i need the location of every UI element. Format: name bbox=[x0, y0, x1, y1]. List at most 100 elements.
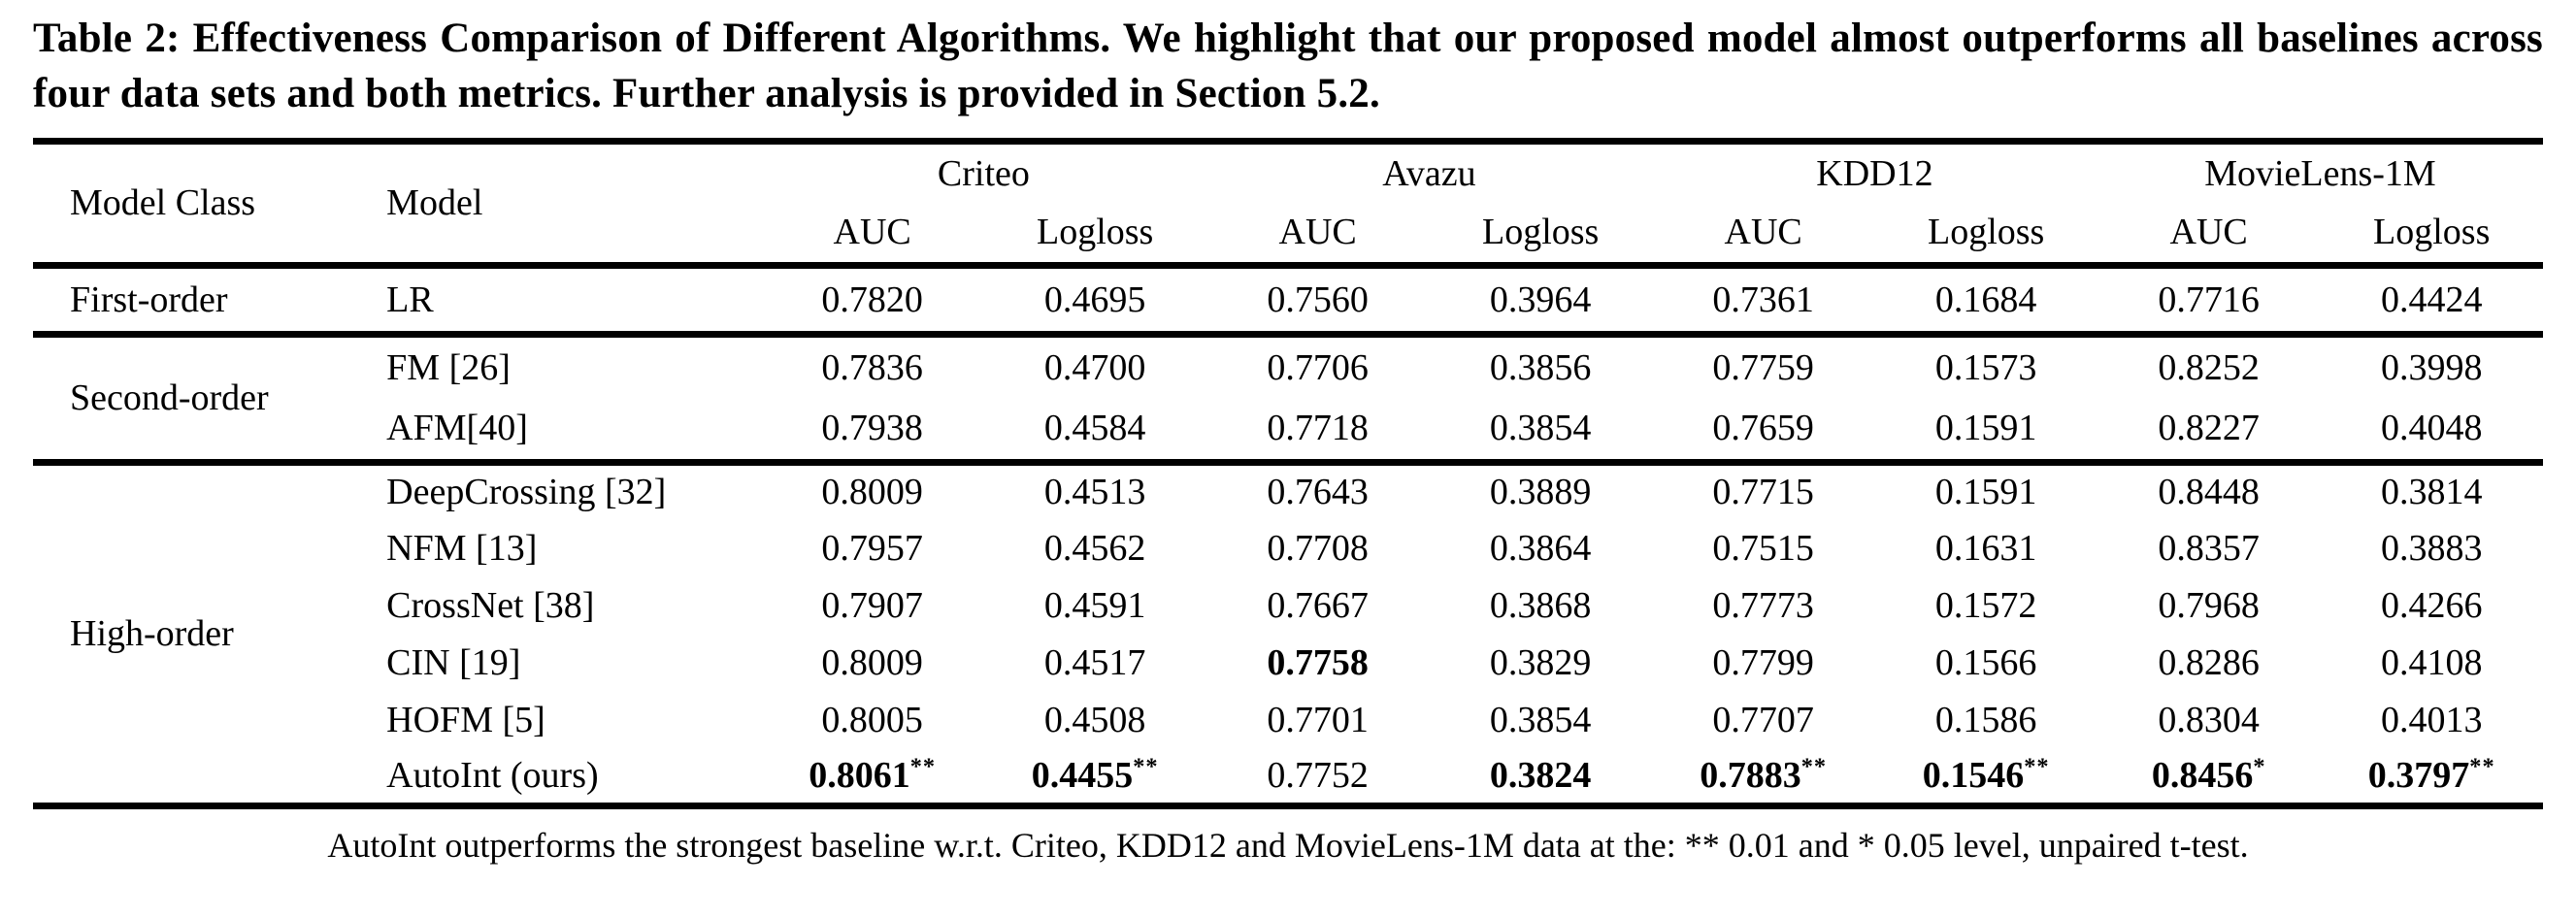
metric-value-cell: 0.7515 bbox=[1712, 527, 1814, 569]
metric-value-cell: 0.7708 bbox=[1267, 527, 1369, 569]
metric-value-cell: 0.7836 bbox=[760, 330, 984, 398]
significance-marker: ** bbox=[909, 753, 937, 780]
metric-value-cell: 0.7361 bbox=[1712, 279, 1814, 320]
model-class-cell: High-order bbox=[33, 458, 360, 805]
metric-value-cell: 0.4695 bbox=[1043, 279, 1146, 320]
metric-value-cell: 0.4108 bbox=[2380, 641, 2483, 683]
col-header-model: Model bbox=[359, 141, 761, 269]
significance-marker: ** bbox=[2469, 753, 2495, 780]
metric-value-cell: 0.3998 bbox=[2320, 330, 2543, 398]
metric-value-cell: 0.7560 bbox=[1267, 279, 1369, 320]
col-header-criteo-logloss: Logloss bbox=[983, 203, 1206, 269]
metric-value-cell: 0.7715 bbox=[1651, 458, 1875, 519]
metric-value-cell: 0.1684 bbox=[1934, 279, 2037, 320]
col-header-movielens-auc: AUC bbox=[2097, 203, 2321, 269]
metric-value-cell: 0.3797** bbox=[2367, 753, 2495, 796]
table-footnote: AutoInt outperforms the strongest baseli… bbox=[327, 825, 2249, 865]
metric-value-cell: 0.7643 bbox=[1205, 458, 1430, 519]
metric-value-cell: 0.7716 bbox=[2158, 279, 2260, 320]
significance-marker: ** bbox=[1800, 753, 1828, 780]
metric-value-cell: 0.4048 bbox=[2380, 408, 2483, 449]
model-name-cell: CrossNet [38] bbox=[386, 584, 595, 626]
model-name-cell: DeepCrossing [32] bbox=[359, 458, 761, 519]
table-row: AFM[40] 0.7938 0.4584 0.7718 0.3854 0.7659 0.1… bbox=[33, 398, 2543, 462]
table-header: Model Class Model Criteo Avazu KDD12 Mov… bbox=[33, 141, 2543, 269]
table-row: CrossNet [38] 0.7907 0.4591 0.7667 0.3868 0.7… bbox=[33, 576, 2543, 634]
metric-value-cell: 0.8304 bbox=[2158, 699, 2260, 740]
model-name-cell: CIN [19] bbox=[386, 641, 521, 683]
col-header-model-class: Model Class bbox=[33, 141, 360, 269]
metric-value-cell: 0.7758 bbox=[1267, 641, 1369, 683]
metric-value-cell: 0.1591 bbox=[1934, 408, 2037, 449]
metric-value-cell: 0.3889 bbox=[1429, 458, 1652, 519]
col-header-avazu-logloss: Logloss bbox=[1429, 203, 1652, 269]
metric-value-cell: 0.7957 bbox=[821, 527, 923, 569]
col-header-kdd12-logloss: Logloss bbox=[1874, 203, 2097, 269]
metric-value-cell: 0.7667 bbox=[1267, 584, 1369, 626]
metric-value-cell: 0.3868 bbox=[1489, 584, 1592, 626]
table-row: Second-order FM [26] 0.7836 0.4700 0.7706 0.3… bbox=[33, 330, 2543, 462]
metric-value-cell: 0.4455** bbox=[1031, 753, 1159, 796]
metric-value-cell: 0.4513 bbox=[983, 458, 1206, 519]
significance-marker: ** bbox=[1133, 753, 1159, 780]
table-row: High-order DeepCrossing [32] 0.8009 0.4513 0… bbox=[33, 458, 2543, 805]
metric-value-cell: 0.8286 bbox=[2158, 641, 2260, 683]
model-name-cell: AFM[40] bbox=[386, 408, 528, 449]
metric-value-cell: 0.4591 bbox=[1043, 584, 1146, 626]
significance-marker: * bbox=[2253, 753, 2266, 780]
metric-value-cell: 0.4584 bbox=[1043, 408, 1146, 449]
model-class-cell: First-order bbox=[70, 279, 228, 320]
metric-value-cell: 0.7968 bbox=[2158, 584, 2260, 626]
col-header-movielens-logloss: Logloss bbox=[2320, 203, 2543, 269]
metric-value-cell: 0.8005 bbox=[821, 699, 923, 740]
model-class-cell: Second-order bbox=[33, 330, 360, 462]
metric-value-cell: 0.3854 bbox=[1489, 408, 1592, 449]
metric-value-cell: 0.3883 bbox=[2380, 527, 2483, 569]
metric-value-cell: 0.7659 bbox=[1712, 408, 1814, 449]
metric-value-cell: 0.1591 bbox=[1874, 458, 2097, 519]
table-row: CIN [19] 0.8009 0.4517 0.7758 0.3829 0.7799 0.… bbox=[33, 634, 2543, 691]
table-row: HOFM [5] 0.8005 0.4508 0.7701 0.3854 0.7707 0.… bbox=[33, 691, 2543, 748]
metric-value-cell: 0.7752 bbox=[1267, 754, 1369, 796]
col-group-movielens-1m: MovieLens-1M bbox=[2204, 152, 2436, 194]
metric-value-cell: 0.7883** bbox=[1700, 753, 1828, 796]
model-name-cell: LR bbox=[386, 279, 434, 320]
table-row: NFM [13] 0.7957 0.4562 0.7708 0.3864 0.7515 0.… bbox=[33, 519, 2543, 576]
metric-value-cell: 0.7707 bbox=[1712, 699, 1814, 740]
results-table: Model Class Model Criteo Avazu KDD12 Mov… bbox=[33, 137, 2543, 809]
table-caption: Table 2: Effectiveness Comparison of Dif… bbox=[33, 16, 2543, 116]
metric-value-cell: 0.3854 bbox=[1489, 699, 1592, 740]
metric-value-cell: 0.7799 bbox=[1712, 641, 1814, 683]
col-header-kdd12-auc: AUC bbox=[1651, 203, 1875, 269]
metric-value-cell: 0.7820 bbox=[821, 279, 923, 320]
model-name-cell: HOFM [5] bbox=[386, 699, 545, 740]
metric-value-cell: 0.4562 bbox=[1043, 527, 1146, 569]
table-body: First-order LR 0.7820 0.4695 0.7560 0.3964 0.7… bbox=[33, 265, 2543, 805]
metric-value-cell: 0.1546** bbox=[1922, 753, 2050, 796]
metric-value-cell: 0.8227 bbox=[2158, 408, 2260, 449]
metric-value-cell: 0.1572 bbox=[1934, 584, 2037, 626]
metric-value-cell: 0.1566 bbox=[1934, 641, 2037, 683]
col-group-avazu: Avazu bbox=[1382, 152, 1476, 194]
metric-value-cell: 0.7938 bbox=[821, 408, 923, 449]
col-header-criteo-auc: AUC bbox=[760, 203, 984, 269]
metric-value-cell: 0.8009 bbox=[760, 458, 984, 519]
metric-value-cell: 0.4517 bbox=[1043, 641, 1146, 683]
paper-table-figure: Table 2: Effectiveness Comparison of Dif… bbox=[33, 16, 2543, 865]
metric-value-cell: 0.8009 bbox=[821, 641, 923, 683]
metric-value-cell: 0.7718 bbox=[1267, 408, 1369, 449]
metric-value-cell: 0.1586 bbox=[1934, 699, 2037, 740]
metric-value-cell: 0.1573 bbox=[1874, 330, 2097, 398]
col-group-kdd12: KDD12 bbox=[1816, 152, 1933, 194]
metric-value-cell: 0.3829 bbox=[1489, 641, 1592, 683]
table-row: AutoInt (ours) 0.8061** 0.4455** 0.7752 0.38… bbox=[33, 748, 2543, 805]
metric-value-cell: 0.3814 bbox=[2320, 458, 2543, 519]
metric-value-cell: 0.7759 bbox=[1651, 330, 1875, 398]
metric-value-cell: 0.8061** bbox=[809, 753, 937, 796]
col-group-criteo: Criteo bbox=[937, 152, 1030, 194]
metric-value-cell: 0.3864 bbox=[1489, 527, 1592, 569]
metric-value-cell: 0.8252 bbox=[2097, 330, 2321, 398]
col-header-avazu-auc: AUC bbox=[1205, 203, 1430, 269]
metric-value-cell: 0.3824 bbox=[1489, 754, 1592, 796]
metric-value-cell: 0.4013 bbox=[2380, 699, 2483, 740]
